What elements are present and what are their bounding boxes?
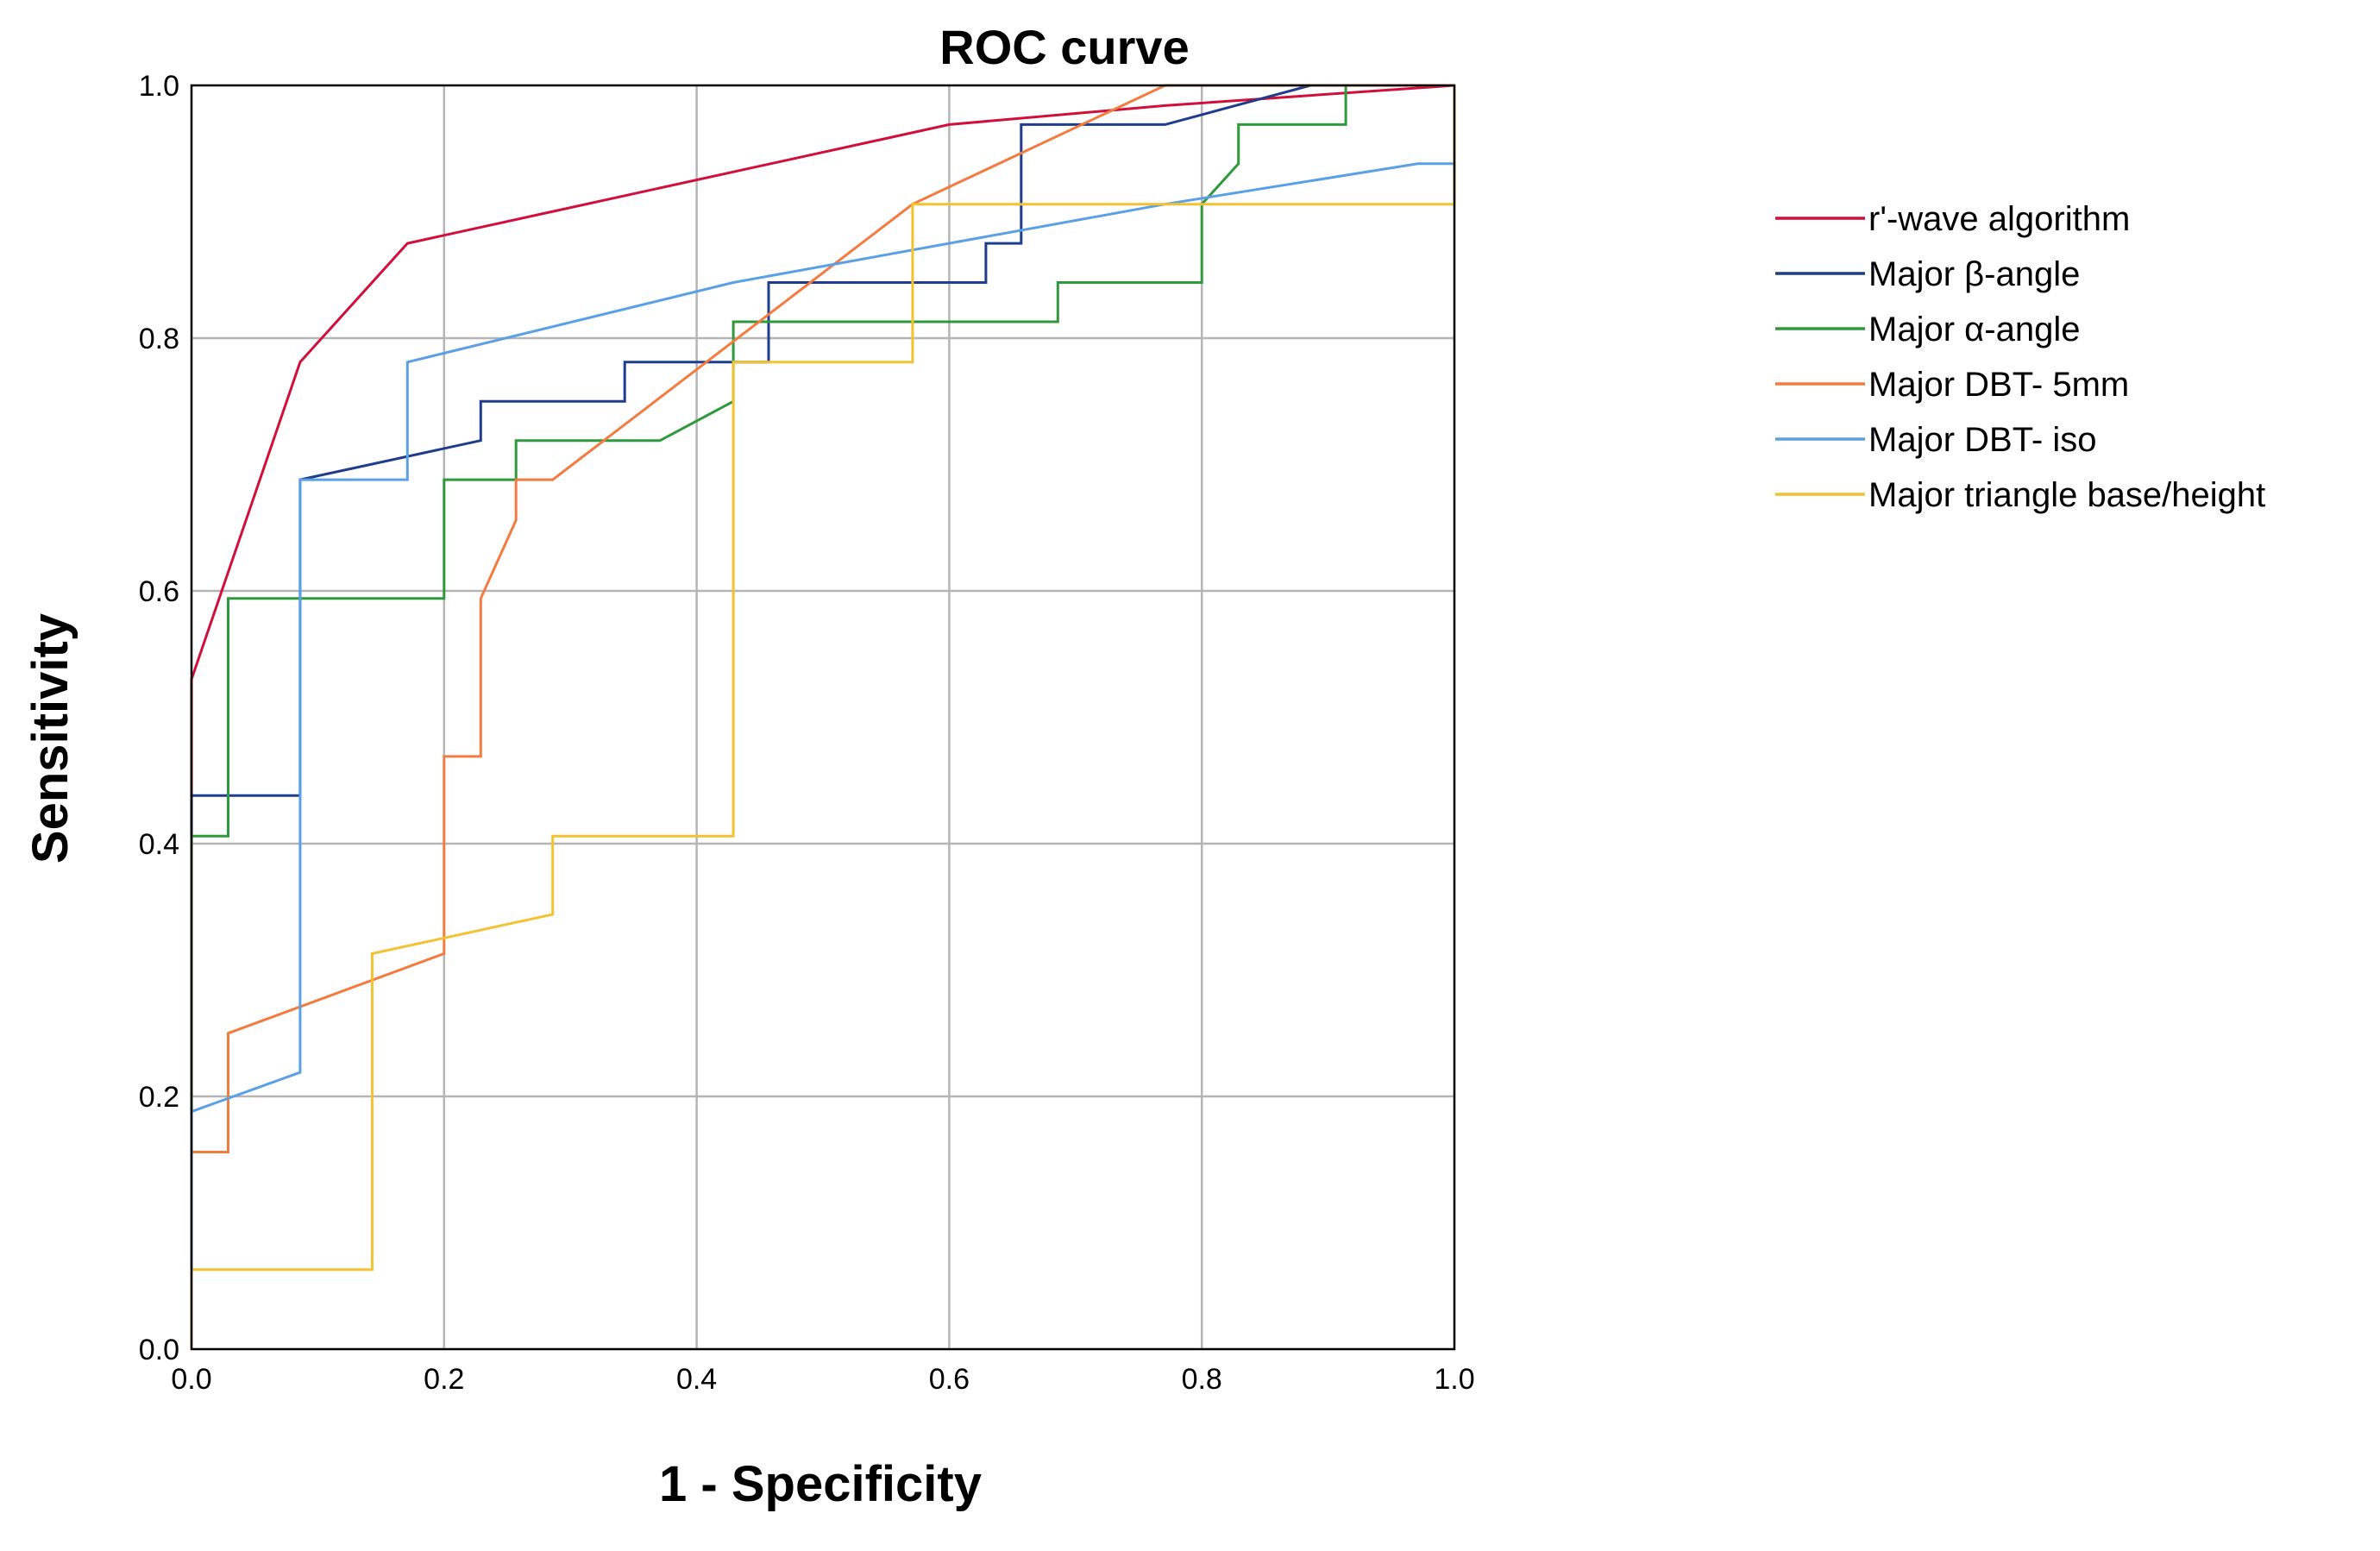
x-tick-label: 1.0 [1434,1363,1474,1396]
x-tick-label: 0.2 [424,1363,464,1396]
x-tick-label: 0.6 [929,1363,970,1396]
legend: r'-wave algorithm Major β-angle Major α-an… [1775,200,2265,514]
legend-label-major-angle: Major β-angle [1868,255,2080,293]
plot-area-frame [190,84,1456,1351]
x-axis-title: 1 - Specificity [659,1456,982,1512]
series-line-major-angle [190,84,1454,1349]
axis-ticks: 0.0 0.2 0.4 0.6 0.8 1.0 0.0 0.2 0.4 0.6 0.8 1.0 [139,70,1475,1396]
legend-label-major-dbt-iso: Major DBT- iso [1868,421,2097,459]
x-tick-label: 0.0 [171,1363,211,1396]
x-tick-label: 0.8 [1182,1363,1222,1396]
series-line-major-dbt-iso [190,85,1456,1349]
x-tick-label: 0.4 [676,1363,717,1396]
chart-title: ROC curve [939,20,1189,74]
y-tick-label: 0.2 [139,1081,179,1114]
grid [192,85,1454,1349]
y-tick-label: 1.0 [139,70,179,103]
y-tick-label: 0.0 [139,1334,179,1366]
y-axis-title: Sensitivity [22,613,78,863]
series-line-major-triangle-base-height [190,85,1456,1349]
series-line-r-wave-algorithm [190,84,1455,1349]
y-tick-label: 0.6 [139,575,179,608]
series-lines [190,84,1456,1349]
y-tick-label: 0.4 [139,828,179,861]
legend-label-major-triangle-base-height: Major triangle base/height [1868,476,2265,514]
legend-label-major-angle: Major α-angle [1868,311,2080,349]
y-tick-label: 0.8 [139,323,179,355]
legend-label-r-wave-algorithm: r'-wave algorithm [1868,200,2130,238]
legend-label-major-dbt-5mm: Major DBT- 5mm [1868,366,2129,404]
series-line-major-angle [190,84,1454,1349]
series-line-major-dbt-5mm [190,84,1454,1349]
